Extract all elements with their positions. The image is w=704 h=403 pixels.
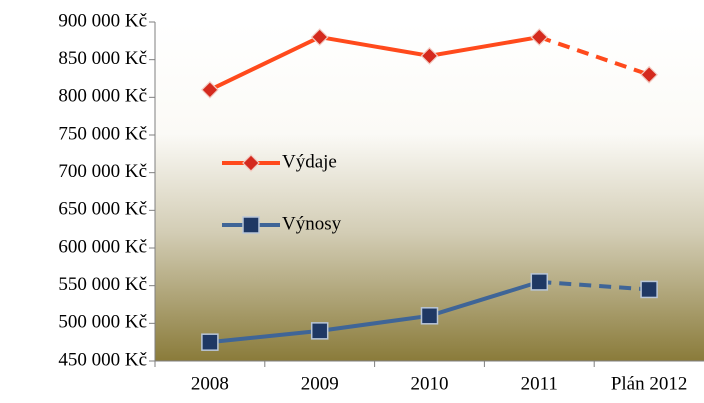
series-line bbox=[209, 34, 540, 92]
y-tick-label: 900 000 Kč bbox=[58, 10, 147, 31]
y-tick-label: 750 000 Kč bbox=[58, 123, 147, 144]
y-tick-label: 500 000 Kč bbox=[58, 312, 147, 333]
series-line bbox=[209, 279, 540, 345]
x-tick-label: 2010 bbox=[411, 373, 449, 394]
legend-marker bbox=[242, 216, 260, 234]
y-tick-label: 700 000 Kč bbox=[58, 161, 147, 182]
y-tick-label: 450 000 Kč bbox=[58, 349, 147, 370]
y-tick-label: 850 000 Kč bbox=[58, 48, 147, 69]
data-point bbox=[640, 280, 658, 299]
data-point bbox=[201, 333, 219, 351]
y-tick-label: 550 000 Kč bbox=[58, 274, 147, 295]
plot-background bbox=[155, 22, 704, 361]
legend-label: Výnosy bbox=[282, 213, 342, 234]
x-tick-label: Plán 2012 bbox=[611, 373, 688, 394]
x-tick-label: 2009 bbox=[301, 373, 339, 394]
data-point bbox=[530, 273, 549, 291]
legend-label: Výdaje bbox=[282, 151, 337, 172]
data-point bbox=[310, 28, 329, 46]
series-line-dashed bbox=[539, 279, 650, 292]
y-tick-label: 600 000 Kč bbox=[58, 236, 147, 257]
data-point bbox=[201, 80, 219, 99]
x-tick-label: 2008 bbox=[191, 373, 229, 394]
data-point bbox=[420, 47, 439, 65]
y-tick-label: 800 000 Kč bbox=[58, 86, 147, 107]
data-point bbox=[640, 65, 658, 84]
data-point bbox=[310, 322, 329, 340]
x-tick-label: 2011 bbox=[521, 373, 558, 394]
data-point bbox=[420, 307, 439, 325]
legend-marker bbox=[242, 154, 260, 172]
data-point bbox=[530, 28, 549, 46]
y-tick-label: 650 000 Kč bbox=[58, 199, 147, 220]
